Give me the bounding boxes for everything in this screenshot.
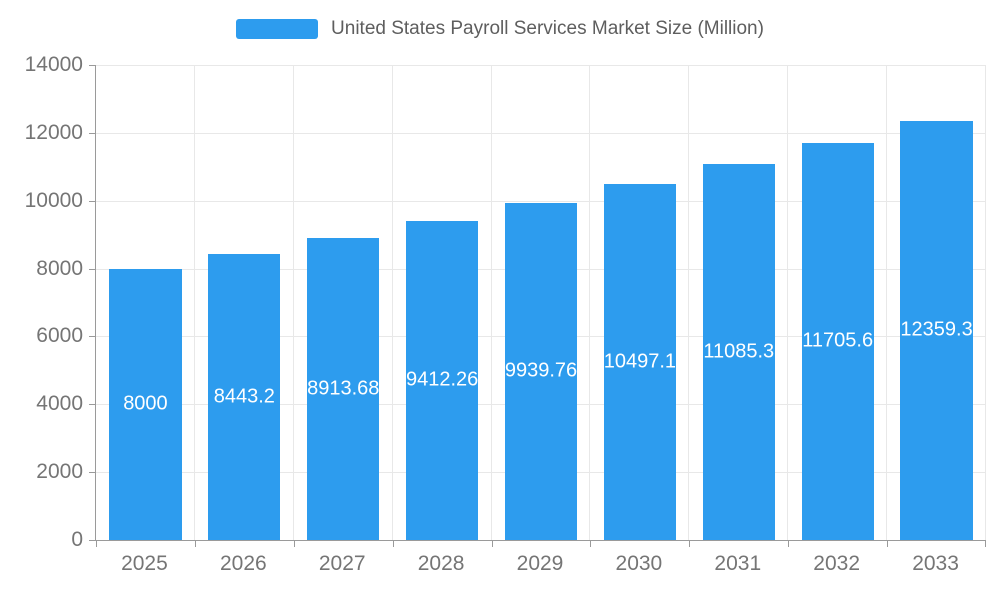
y-axis-label: 2000	[36, 460, 83, 484]
gridline-vertical	[985, 65, 986, 540]
x-axis-label: 2031	[714, 552, 762, 575]
y-axis-label: 4000	[36, 392, 83, 416]
x-axis-label: 2032	[813, 552, 861, 575]
x-axis-label: 2033	[912, 552, 959, 575]
gridline-horizontal	[96, 132, 986, 134]
y-axis: 0 2000 4000 6000 8000 10000 12000 14000	[0, 53, 83, 551]
plot-area: 8000 8443.2 8913.68 9412.26 9939.76 10497.1 11…	[89, 65, 986, 547]
gridline-horizontal	[96, 65, 986, 66]
x-axis-tick	[788, 541, 790, 547]
bar[interactable]	[109, 268, 182, 540]
y-axis-label: 8000	[36, 256, 83, 280]
bar[interactable]	[801, 142, 874, 540]
legend-swatch-icon	[236, 19, 319, 39]
bar[interactable]	[504, 202, 578, 540]
y-axis-tick	[89, 132, 95, 134]
x-axis-label: 2026	[219, 552, 267, 575]
gridline-vertical	[391, 65, 393, 540]
gridline-vertical	[490, 65, 492, 540]
x-axis-label: 2030	[615, 552, 663, 575]
gridline-vertical	[193, 65, 195, 540]
gridline-vertical	[589, 65, 591, 540]
x-axis-tick	[590, 541, 592, 547]
x-axis-tick	[96, 541, 97, 547]
y-axis-label: 12000	[24, 120, 83, 144]
bar[interactable]	[406, 220, 479, 540]
y-axis-label: 14000	[24, 53, 83, 76]
y-axis-tick	[89, 65, 95, 66]
gridline-vertical	[688, 65, 690, 540]
x-axis-tick	[491, 541, 493, 547]
gridline-horizontal	[96, 200, 986, 202]
y-axis-tick	[89, 404, 95, 406]
y-axis-tick	[89, 540, 95, 541]
y-axis-tick	[89, 472, 95, 474]
y-axis-tick	[89, 336, 95, 338]
x-axis-label: 2027	[318, 552, 366, 575]
gridline-vertical	[292, 65, 294, 540]
y-axis-label: 6000	[36, 324, 83, 348]
x-axis-label: 2028	[417, 552, 465, 575]
x-axis-tick	[689, 541, 691, 547]
bar[interactable]	[702, 163, 775, 540]
x-axis-tick	[985, 541, 986, 547]
x-axis-tick	[194, 541, 196, 547]
x-axis-tick	[887, 541, 889, 547]
y-axis-label: 10000	[24, 188, 83, 212]
y-axis-label: 0	[71, 528, 83, 551]
legend-label: United States Payroll Services Market Si…	[331, 18, 764, 39]
y-axis-tick	[89, 200, 95, 202]
bar[interactable]	[900, 120, 973, 540]
legend[interactable]: United States Payroll Services Market Si…	[0, 14, 1000, 44]
bar[interactable]	[603, 183, 676, 540]
x-axis-tick	[293, 541, 295, 547]
bar[interactable]	[208, 253, 281, 540]
y-axis-tick	[89, 268, 95, 270]
gridline-vertical	[787, 65, 789, 540]
x-axis: 2025 2026 2027 2028 2029 2030 2031 2032 2033	[95, 546, 985, 586]
x-axis-tick	[392, 541, 394, 547]
x-axis-label: 2025	[121, 552, 168, 575]
bar[interactable]	[307, 237, 380, 540]
gridline-vertical	[886, 65, 888, 540]
x-axis-label: 2029	[516, 552, 564, 575]
